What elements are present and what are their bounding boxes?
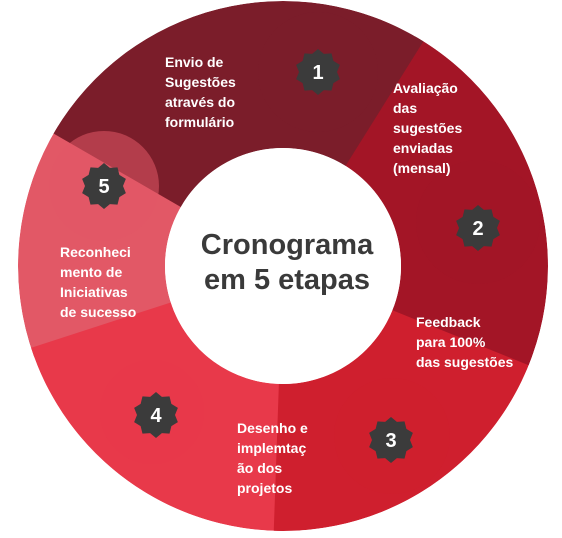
stage-2-label-line: Avaliação bbox=[393, 80, 458, 96]
stage-5-label-line: de sucesso bbox=[60, 304, 137, 320]
stage-4-badge: 4 bbox=[134, 392, 178, 438]
stage-2-badge: 2 bbox=[456, 205, 500, 251]
stage-4-label-line: ão dos bbox=[237, 460, 283, 476]
stage-4-number: 4 bbox=[150, 405, 162, 427]
stage-4-label-line: Desenho e bbox=[237, 420, 308, 436]
center-title: Cronograma em 5 etapas bbox=[172, 228, 402, 298]
stage-5-number: 5 bbox=[98, 176, 109, 198]
stage-1-number: 1 bbox=[312, 62, 323, 84]
stage-3-badge: 3 bbox=[369, 417, 413, 463]
center-disc bbox=[165, 148, 401, 384]
stage-3-number: 3 bbox=[385, 430, 396, 452]
stage-4-label-line: projetos bbox=[237, 480, 293, 496]
badge-star-shape bbox=[82, 163, 126, 209]
stage-4-label-line: implemtaç bbox=[237, 440, 307, 456]
stage-5-label-line: Iniciativas bbox=[60, 284, 128, 300]
stage-2-label-line: (mensal) bbox=[393, 160, 451, 176]
stage-3-label-line: Feedback bbox=[416, 314, 481, 330]
badge-star-shape bbox=[296, 49, 340, 95]
center-title-line-2: em 5 etapas bbox=[203, 264, 371, 296]
badge-star-shape bbox=[456, 205, 500, 251]
stage-3-label-line: das sugestões bbox=[416, 354, 514, 370]
stage-5-label: Reconheci mento de Iniciativas de sucess… bbox=[60, 242, 136, 322]
stage-1-label: Envio de Sugestões através do formulário bbox=[165, 52, 236, 132]
stage-5-badge: 5 bbox=[82, 163, 126, 209]
stage-2-label-line: das bbox=[393, 100, 418, 116]
stage-5-label-line: mento de bbox=[60, 264, 123, 280]
stage-4-label: Desenho e implemtaç ão dos projetos bbox=[237, 418, 308, 498]
stage-2-label: Avaliação das sugestões enviadas (mensal… bbox=[393, 78, 462, 178]
stage-1-badge: 1 bbox=[296, 49, 340, 95]
stage-2-label-line: sugestões bbox=[393, 120, 463, 136]
badge-star-shape bbox=[134, 392, 178, 438]
stage-1-label-line: através do bbox=[165, 94, 236, 110]
stage-3-label: Feedback para 100% das sugestões bbox=[416, 312, 513, 372]
stage-1-label-line: Sugestões bbox=[165, 74, 236, 90]
center-title-line-1: Cronograma bbox=[200, 229, 374, 261]
stage-2-label-line: enviadas bbox=[393, 140, 453, 156]
stage-1-label-line: Envio de bbox=[165, 54, 224, 70]
stage-3-label-line: para 100% bbox=[416, 334, 486, 350]
badge-star-shape bbox=[369, 417, 413, 463]
stage-5-label-line: Reconheci bbox=[60, 244, 131, 260]
stage-1-label-line: formulário bbox=[165, 114, 235, 130]
stage-2-number: 2 bbox=[472, 218, 483, 240]
